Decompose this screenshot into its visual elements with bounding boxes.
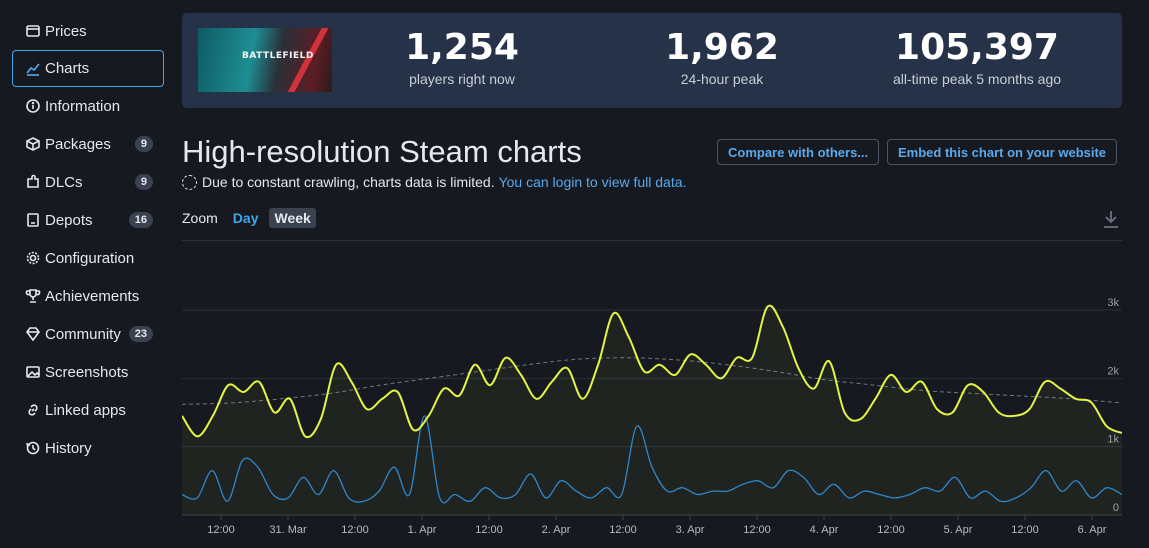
twitch-viewers-line bbox=[182, 415, 1122, 504]
x-tick-label: 12:00 bbox=[475, 524, 503, 536]
current-players-stat: 1,254 players right now bbox=[392, 27, 532, 88]
sidebar: Prices Charts Information Packages 9 DLCs 9 Dep… bbox=[12, 12, 164, 467]
link-icon bbox=[25, 402, 41, 418]
line-chart-icon bbox=[25, 61, 41, 77]
sidebar-item-label: Depots bbox=[45, 211, 93, 229]
trophy-icon bbox=[25, 288, 41, 304]
sidebar-item-label: History bbox=[45, 439, 92, 457]
zoom-controls: Zoom Day Week bbox=[182, 208, 322, 228]
notice-text: Due to constant crawling, charts data is… bbox=[202, 174, 495, 190]
zoom-label: Zoom bbox=[182, 210, 218, 226]
box-icon bbox=[25, 136, 41, 152]
x-tick-label: 1. Apr bbox=[408, 524, 437, 536]
sidebar-item-badge: 9 bbox=[134, 174, 153, 190]
embed-chart-button[interactable]: Embed this chart on your website bbox=[887, 139, 1118, 165]
image-icon bbox=[25, 364, 41, 380]
game-thumbnail[interactable]: BATTLEFIELD bbox=[198, 28, 332, 92]
sidebar-item-screenshots[interactable]: Screenshots bbox=[12, 353, 164, 391]
x-tick-label: 2. Apr bbox=[542, 524, 571, 536]
y-tick-label: 2k bbox=[1107, 365, 1119, 377]
x-tick-label: 4. Apr bbox=[810, 524, 839, 536]
x-tick-label: 12:00 bbox=[609, 524, 637, 536]
sidebar-item-label: Achievements bbox=[45, 287, 140, 305]
compare-button[interactable]: Compare with others... bbox=[717, 139, 880, 165]
sidebar-item-dlcs[interactable]: DLCs 9 bbox=[12, 163, 164, 201]
peak-24h-label: 24-hour peak bbox=[680, 71, 764, 87]
sidebar-item-prices[interactable]: Prices bbox=[12, 12, 164, 50]
sidebar-item-history[interactable]: History bbox=[12, 429, 164, 467]
players-line bbox=[182, 304, 1122, 439]
sidebar-item-label: Community bbox=[45, 325, 121, 343]
players-area bbox=[182, 305, 1122, 515]
sidebar-item-depots[interactable]: Depots 16 bbox=[12, 201, 164, 239]
average-line bbox=[182, 357, 1122, 405]
sidebar-item-badge: 16 bbox=[128, 212, 153, 228]
sidebar-item-label: Prices bbox=[45, 22, 87, 40]
peak-24h-value: 1,962 bbox=[665, 27, 779, 68]
puzzle-icon bbox=[25, 174, 41, 190]
sidebar-item-label: DLCs bbox=[45, 173, 83, 191]
sidebar-item-linked-apps[interactable]: Linked apps bbox=[12, 391, 164, 429]
sidebar-item-charts[interactable]: Charts bbox=[12, 50, 164, 87]
x-tick-label: 5. Apr bbox=[944, 524, 973, 536]
sidebar-item-label: Linked apps bbox=[45, 401, 126, 419]
x-tick-label: 6. Apr bbox=[1078, 524, 1107, 536]
sidebar-item-achievements[interactable]: Achievements bbox=[12, 277, 164, 315]
stats-banner: BATTLEFIELD 1,254 players right now 1,96… bbox=[182, 13, 1122, 108]
data-limit-notice: Due to constant crawling, charts data is… bbox=[182, 174, 686, 190]
price-tag-icon bbox=[25, 23, 41, 39]
sidebar-item-label: Configuration bbox=[45, 249, 135, 267]
x-tick-label: 12:00 bbox=[877, 524, 905, 536]
y-tick-label: 0 bbox=[1113, 502, 1119, 514]
x-tick-label: 12:00 bbox=[207, 524, 235, 536]
sidebar-item-label: Packages bbox=[45, 135, 111, 153]
x-tick-label: 12:00 bbox=[341, 524, 369, 536]
peak-24h-stat: 1,962 24-hour peak bbox=[647, 27, 797, 88]
sidebar-item-label: Charts bbox=[45, 60, 90, 77]
y-tick-label: 1k bbox=[1107, 434, 1119, 446]
diamond-icon bbox=[25, 326, 41, 342]
page-title: High-resolution Steam charts bbox=[182, 134, 582, 169]
sidebar-item-information[interactable]: Information bbox=[12, 87, 164, 125]
game-logo-text: BATTLEFIELD bbox=[242, 51, 314, 61]
x-tick-label: 12:00 bbox=[743, 524, 771, 536]
current-players-value: 1,254 bbox=[405, 27, 519, 68]
sidebar-item-label: Screenshots bbox=[45, 363, 129, 381]
x-tick-label: 31. Mar bbox=[269, 524, 307, 536]
server-icon bbox=[25, 212, 41, 228]
dashed-circle-icon bbox=[182, 174, 197, 190]
x-tick-label: 3. Apr bbox=[676, 524, 705, 536]
history-icon bbox=[25, 440, 41, 456]
y-tick-label: 3k bbox=[1107, 297, 1119, 309]
sidebar-item-packages[interactable]: Packages 9 bbox=[12, 125, 164, 163]
current-players-label: players right now bbox=[409, 71, 515, 87]
sidebar-item-community[interactable]: Community 23 bbox=[12, 315, 164, 353]
info-icon bbox=[25, 98, 41, 114]
zoom-day-button[interactable]: Day bbox=[232, 210, 259, 226]
all-time-peak-stat: 105,397 all-time peak 5 months ago bbox=[872, 27, 1082, 88]
sidebar-item-badge: 23 bbox=[128, 326, 153, 342]
x-tick-label: 12:00 bbox=[1011, 524, 1039, 536]
gear-icon bbox=[25, 250, 41, 266]
zoom-week-button[interactable]: Week bbox=[269, 208, 316, 228]
sidebar-item-configuration[interactable]: Configuration bbox=[12, 239, 164, 277]
chart-top-divider bbox=[182, 240, 1122, 241]
all-time-peak-value: 105,397 bbox=[895, 27, 1059, 68]
sidebar-item-label: Information bbox=[45, 97, 121, 115]
player-count-chart[interactable]: 0 1k 2k 3k 12:00 31. Mar 12:00 1. Apr 12:00 2. Ap… bbox=[182, 240, 1122, 540]
login-link[interactable]: You can login to view full data. bbox=[498, 174, 687, 190]
chart-svg: 0 1k 2k 3k 12:00 31. Mar 12:00 1. Apr 12:00 2. Ap… bbox=[182, 297, 1122, 536]
download-icon[interactable] bbox=[1102, 209, 1120, 229]
all-time-peak-label: all-time peak 5 months ago bbox=[892, 71, 1062, 87]
sidebar-item-badge: 9 bbox=[134, 136, 153, 152]
